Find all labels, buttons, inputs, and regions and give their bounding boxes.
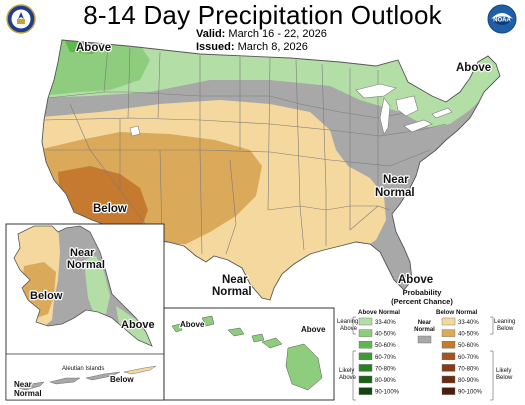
- legend-above-bins: 33-40% 40-50% 50-60% 60-70% 70-80% 80-90% 90-1…: [358, 317, 400, 396]
- label-alaska-normal: Normal: [67, 259, 105, 271]
- legend-below-header: Below Normal: [436, 309, 478, 316]
- valid-dates: Valid: March 16 - 22, 2026: [196, 28, 327, 41]
- label-aleutian-near: Near: [14, 380, 32, 389]
- label-aleutian-islands: Aleutian Islands: [62, 366, 104, 372]
- legend-near-label-1: Near: [418, 320, 432, 326]
- legend-leaning-below-1: Leaning: [494, 319, 515, 325]
- legend-below-bin-label: 60-70%: [458, 355, 479, 361]
- legend-below-bin-label: 80-90%: [458, 378, 479, 384]
- legend-above-bin-label: 40-50%: [375, 332, 396, 338]
- legend-above-bin-label: 70-80%: [375, 366, 396, 372]
- legend-likely-below-2: Below: [496, 375, 513, 381]
- legend-below-swatch: [441, 375, 456, 384]
- legend-below-swatch: [441, 329, 456, 337]
- legend-below-swatch: [441, 341, 456, 349]
- noaa-logo-icon: NOAA: [487, 4, 517, 34]
- label-alaska-below: Below: [30, 290, 63, 302]
- legend-above-bin-label: 50-60%: [375, 343, 396, 349]
- state-borders: [41, 39, 501, 301]
- label-alaska-above: Above: [121, 319, 155, 331]
- legend-leaning-above-1: Leaning: [337, 319, 358, 325]
- legend-below-bin-label: 70-80%: [458, 366, 479, 372]
- aleutian-inset-frame: [5, 353, 165, 401]
- legend-near-label-2: Normal: [414, 327, 435, 333]
- legend-above-swatch: [358, 329, 373, 337]
- legend-title: Probability: [403, 288, 443, 297]
- legend-above-header: Above Normal: [358, 309, 400, 316]
- legend-above-swatch: [358, 352, 373, 360]
- label-aleutian-below: Below: [110, 375, 134, 384]
- hawaii-islands: [171, 315, 323, 391]
- label-above-florida: Above: [398, 274, 433, 286]
- legend-below-bin-label: 33-40%: [458, 320, 479, 326]
- legend-below-swatch: [441, 317, 456, 326]
- label-above-northwest: Above: [76, 42, 111, 54]
- label-hawaii-above-west: Above: [180, 320, 205, 329]
- label-above-northeast: Above: [456, 62, 491, 74]
- issued-label: Issued:: [196, 41, 235, 53]
- legend-leaning-above-2: Above: [340, 326, 358, 332]
- legend-below-bin-label: 40-50%: [458, 332, 479, 338]
- conus-labels: Above Above Near Normal Below Near Norma…: [75, 41, 493, 299]
- legend-above-swatch: [358, 364, 373, 372]
- alaska-labels: Near Normal Below Above: [29, 246, 156, 332]
- legend-leaning-below-2: Below: [497, 326, 514, 332]
- label-normal-south: Normal: [212, 286, 252, 298]
- label-near-southeast: Near: [383, 174, 409, 186]
- legend-above-swatch: [358, 317, 373, 326]
- aleutian-islands-shapes: [17, 365, 157, 391]
- legend-above-bin-label: 80-90%: [375, 378, 396, 384]
- legend-above-swatch: [358, 341, 373, 349]
- label-aleutian-normal: Normal: [14, 389, 42, 398]
- commerce-seal-icon: [6, 4, 36, 34]
- legend-above-bin-label: 60-70%: [375, 355, 396, 361]
- legend-below-swatch: [441, 352, 456, 360]
- label-alaska-near: Near: [70, 247, 95, 259]
- valid-label: Valid:: [196, 28, 226, 40]
- legend-near-swatch: [417, 335, 432, 344]
- map-title: 8-14 Day Precipitation Outlook: [83, 0, 442, 30]
- legend-above-bin-label: 90-100%: [375, 390, 400, 396]
- legend-below-swatch: [441, 387, 456, 395]
- legend-below-swatch: [441, 364, 456, 372]
- label-near-south: Near: [222, 274, 248, 286]
- legend-subtitle: (Percent Chance): [391, 297, 453, 306]
- noaa-text: NOAA: [493, 18, 511, 24]
- label-normal-southeast: Normal: [375, 187, 415, 199]
- issued-value: March 8, 2026: [237, 41, 308, 53]
- legend-likely-above-2: Above: [339, 375, 357, 381]
- legend-likely-below-1: Likely: [496, 368, 511, 374]
- legend-above-swatch: [358, 375, 373, 384]
- legend: Probability (Percent Chance) Above Norma…: [337, 288, 515, 401]
- legend-above-swatch: [358, 387, 373, 395]
- legend-below-bins: 33-40% 40-50% 50-60% 60-70% 70-80% 80-90% 90-1…: [441, 317, 483, 396]
- legend-below-bin-label: 50-60%: [458, 343, 479, 349]
- label-hawaii-above-east: Above: [301, 325, 326, 334]
- issued-date: Issued: March 8, 2026: [196, 41, 308, 54]
- legend-below-bin-label: 90-100%: [458, 390, 483, 396]
- valid-value: March 16 - 22, 2026: [228, 28, 327, 40]
- label-below-southwest: Below: [93, 203, 127, 215]
- alaska-outline: [13, 225, 153, 347]
- legend-above-bin-label: 33-40%: [375, 320, 396, 326]
- legend-likely-above-1: Likely: [339, 368, 354, 374]
